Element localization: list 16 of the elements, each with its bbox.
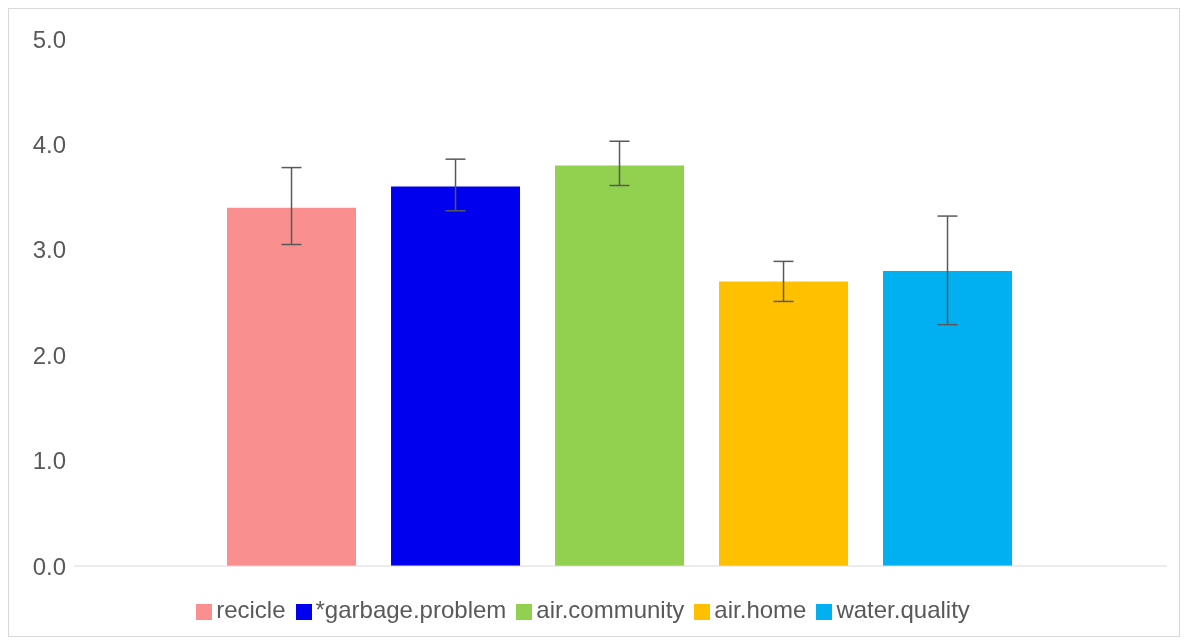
legend-label: water.quality [836, 596, 970, 623]
bar [391, 186, 521, 566]
y-tick-label: 3.0 [32, 236, 66, 264]
legend-label: *garbage.problem [315, 596, 507, 623]
bar [227, 207, 357, 566]
y-tick-label: 2.0 [32, 341, 66, 369]
legend-label: recicle [216, 596, 286, 623]
legend-label: air.home [714, 596, 807, 623]
bar [555, 165, 685, 566]
y-tick-label: 4.0 [32, 130, 66, 158]
y-tick-label: 1.0 [32, 447, 66, 475]
bar [719, 281, 849, 566]
bar [883, 270, 1013, 566]
y-tick-label: 0.0 [32, 552, 66, 580]
y-tick-label: 5.0 [32, 25, 66, 53]
legend-label: air.community [536, 596, 685, 623]
